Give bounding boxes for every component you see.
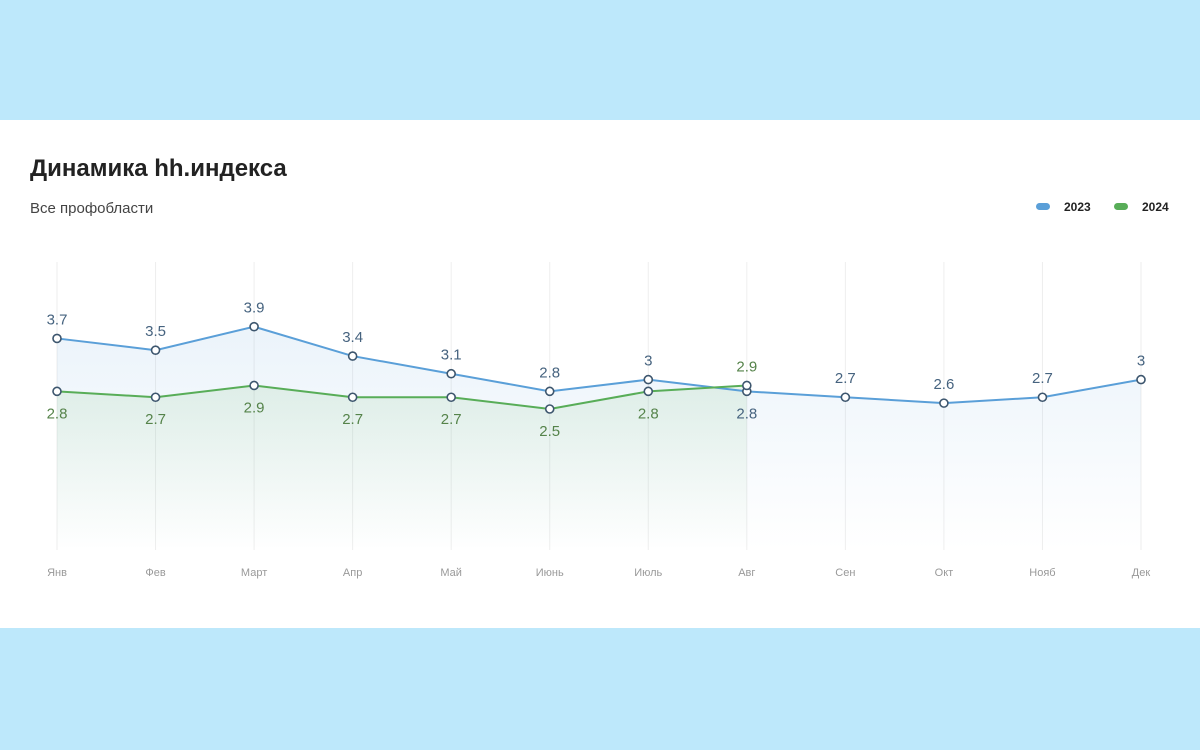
- line: [56, 384, 747, 411]
- point: [150, 392, 161, 403]
- point: [1136, 374, 1146, 385]
- data-label: 3: [1137, 353, 1145, 370]
- data-label: 2.8: [736, 405, 757, 422]
- x-tick-label: Июль: [634, 567, 662, 579]
- point: [544, 404, 555, 414]
- data-label: 2.8: [539, 364, 560, 381]
- x-tick-label: Июнь: [536, 567, 564, 579]
- data-label: 3: [644, 353, 652, 370]
- data-label: 2.7: [835, 370, 856, 387]
- chart-subtitle: Все профобласти: [30, 200, 153, 217]
- data-label: 2.7: [441, 411, 462, 428]
- data-label: 3.7: [47, 311, 68, 328]
- legend-swatch: [1036, 203, 1050, 210]
- x-tick-label: Март: [241, 567, 267, 579]
- x-tick-label: Фев: [145, 567, 165, 579]
- x-tick-label: Апр: [343, 567, 362, 579]
- point: [249, 380, 259, 391]
- legend-label: 2024: [1142, 200, 1169, 214]
- x-tick-label: Дек: [1132, 567, 1151, 579]
- x-tick-label: Авг: [738, 567, 755, 579]
- data-label: 2.7: [1032, 370, 1053, 387]
- data-label: 2.9: [736, 358, 757, 375]
- point: [1037, 392, 1048, 403]
- point: [840, 392, 851, 403]
- point: [52, 333, 62, 344]
- point: [643, 374, 654, 385]
- data-label: 2.5: [539, 423, 560, 440]
- point: [347, 392, 358, 403]
- data-label: 2.6: [933, 376, 954, 393]
- x-tick-label: Май: [440, 567, 462, 579]
- data-label: 2.9: [244, 399, 265, 416]
- x-tick-label: Нояб: [1029, 567, 1055, 579]
- line: [56, 325, 1142, 405]
- data-label: 3.9: [244, 300, 265, 317]
- point: [150, 345, 161, 356]
- x-tick-label: Янв: [47, 567, 67, 579]
- point: [52, 386, 62, 397]
- legend-swatch: [1114, 203, 1128, 210]
- chart-title: Динамика hh.индекса: [30, 155, 287, 182]
- point: [446, 392, 456, 403]
- point: [446, 368, 456, 379]
- point: [544, 386, 555, 397]
- data-label: 2.8: [47, 405, 68, 422]
- x-tick-label: Сен: [835, 567, 855, 579]
- area: [57, 385, 747, 550]
- point: [939, 398, 949, 408]
- data-label: 3.1: [441, 347, 462, 364]
- data-label: 2.8: [638, 405, 659, 422]
- legend-label: 2023: [1064, 200, 1091, 214]
- x-tick-label: Окт: [935, 567, 954, 579]
- point: [347, 351, 358, 361]
- data-label: 3.5: [145, 323, 166, 340]
- point: [643, 386, 654, 397]
- point: [742, 380, 752, 391]
- data-label: 2.7: [342, 411, 363, 428]
- data-label: 2.7: [145, 411, 166, 428]
- data-label: 3.4: [342, 329, 363, 346]
- point: [249, 321, 259, 332]
